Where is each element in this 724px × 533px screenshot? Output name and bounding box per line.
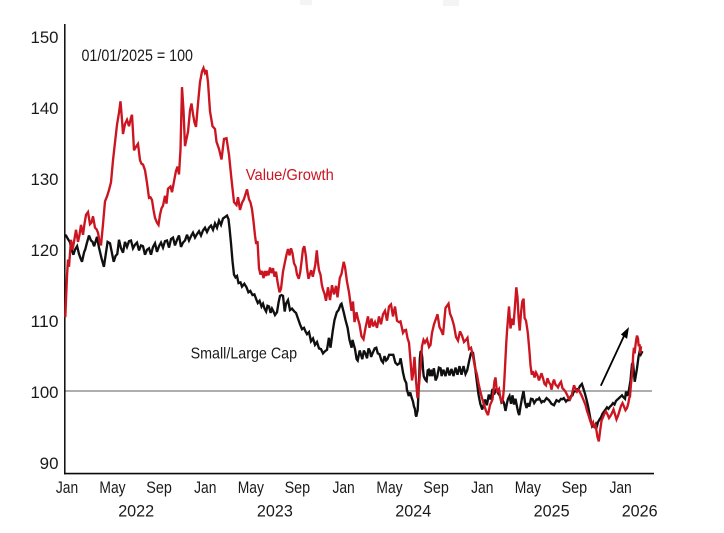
svg-text:150: 150 — [31, 29, 59, 47]
svg-text:100: 100 — [31, 384, 59, 402]
svg-text:Value/Growth: Value/Growth — [246, 167, 334, 184]
svg-text:90: 90 — [40, 455, 59, 473]
svg-text:120: 120 — [31, 242, 59, 260]
svg-text:130: 130 — [31, 171, 59, 189]
svg-text:2022: 2022 — [118, 501, 154, 520]
svg-text:Small/Large Cap: Small/Large Cap — [191, 345, 298, 362]
svg-text:Sep: Sep — [562, 479, 588, 497]
svg-text:Sep: Sep — [146, 479, 172, 497]
svg-text:May: May — [99, 479, 126, 497]
svg-text:140: 140 — [31, 100, 59, 118]
svg-text:2023: 2023 — [257, 501, 293, 520]
svg-text:Sep: Sep — [423, 479, 449, 497]
svg-text:Sep: Sep — [285, 479, 311, 497]
svg-text:May: May — [515, 479, 542, 497]
svg-text:01/01/2025 = 100: 01/01/2025 = 100 — [82, 46, 194, 65]
svg-text:2024: 2024 — [395, 501, 431, 520]
svg-text:2025: 2025 — [534, 501, 570, 520]
svg-text:2026: 2026 — [622, 501, 658, 520]
svg-text:Jan: Jan — [194, 479, 216, 497]
svg-text:110: 110 — [31, 313, 59, 331]
svg-text:May: May — [238, 479, 265, 497]
svg-text:Jan: Jan — [332, 479, 354, 497]
svg-text:Jan: Jan — [609, 479, 631, 497]
svg-text:Jan: Jan — [471, 479, 493, 497]
svg-text:May: May — [376, 479, 403, 497]
svg-text:Jan: Jan — [56, 479, 78, 497]
